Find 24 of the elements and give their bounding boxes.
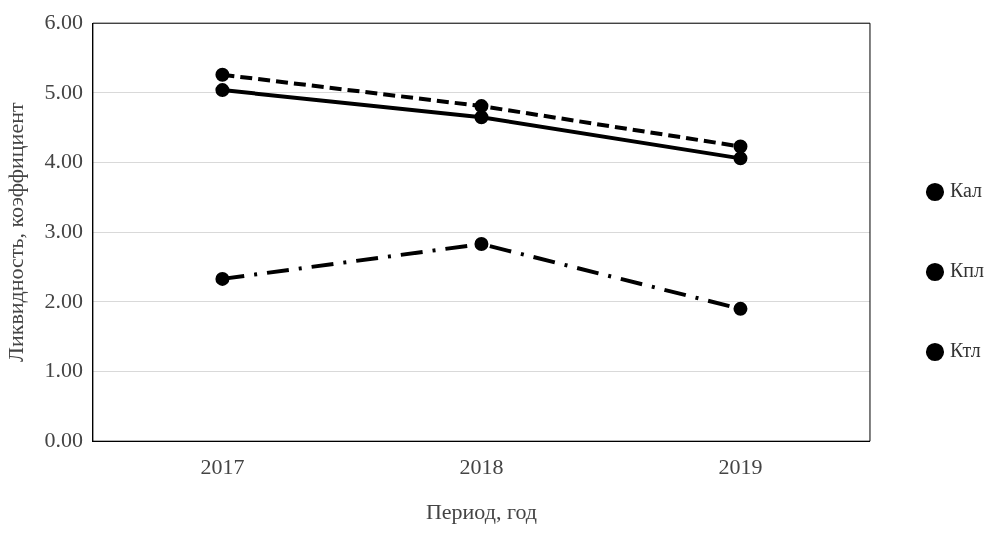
y-tick-label: 4.00 — [44, 148, 83, 174]
point — [733, 151, 748, 166]
y-axis-title: Ликвидность, коэффициент — [2, 102, 28, 362]
x-tick-label: 2018 — [459, 454, 504, 480]
point — [215, 271, 230, 286]
point — [474, 99, 489, 114]
y-tick-label: 6.00 — [44, 8, 83, 34]
point — [215, 83, 230, 98]
point — [733, 301, 748, 316]
point — [215, 67, 230, 82]
legend-label: Кпл — [949, 259, 985, 282]
point — [474, 110, 489, 125]
y-tick-label: 0.00 — [44, 426, 83, 452]
x-tick-label: 2017 — [200, 454, 245, 480]
x-axis-title: Период, год — [425, 498, 537, 524]
x-tick-label: 2019 — [718, 454, 763, 480]
point — [733, 139, 748, 154]
legend-label: Ктл — [949, 339, 981, 362]
point — [474, 237, 489, 252]
y-tick-label: 5.00 — [44, 78, 83, 104]
y-tick-label: 3.00 — [44, 217, 83, 243]
legend-label: Кал — [949, 179, 983, 202]
y-tick-label: 2.00 — [44, 287, 83, 313]
y-tick-label: 1.00 — [44, 357, 83, 383]
